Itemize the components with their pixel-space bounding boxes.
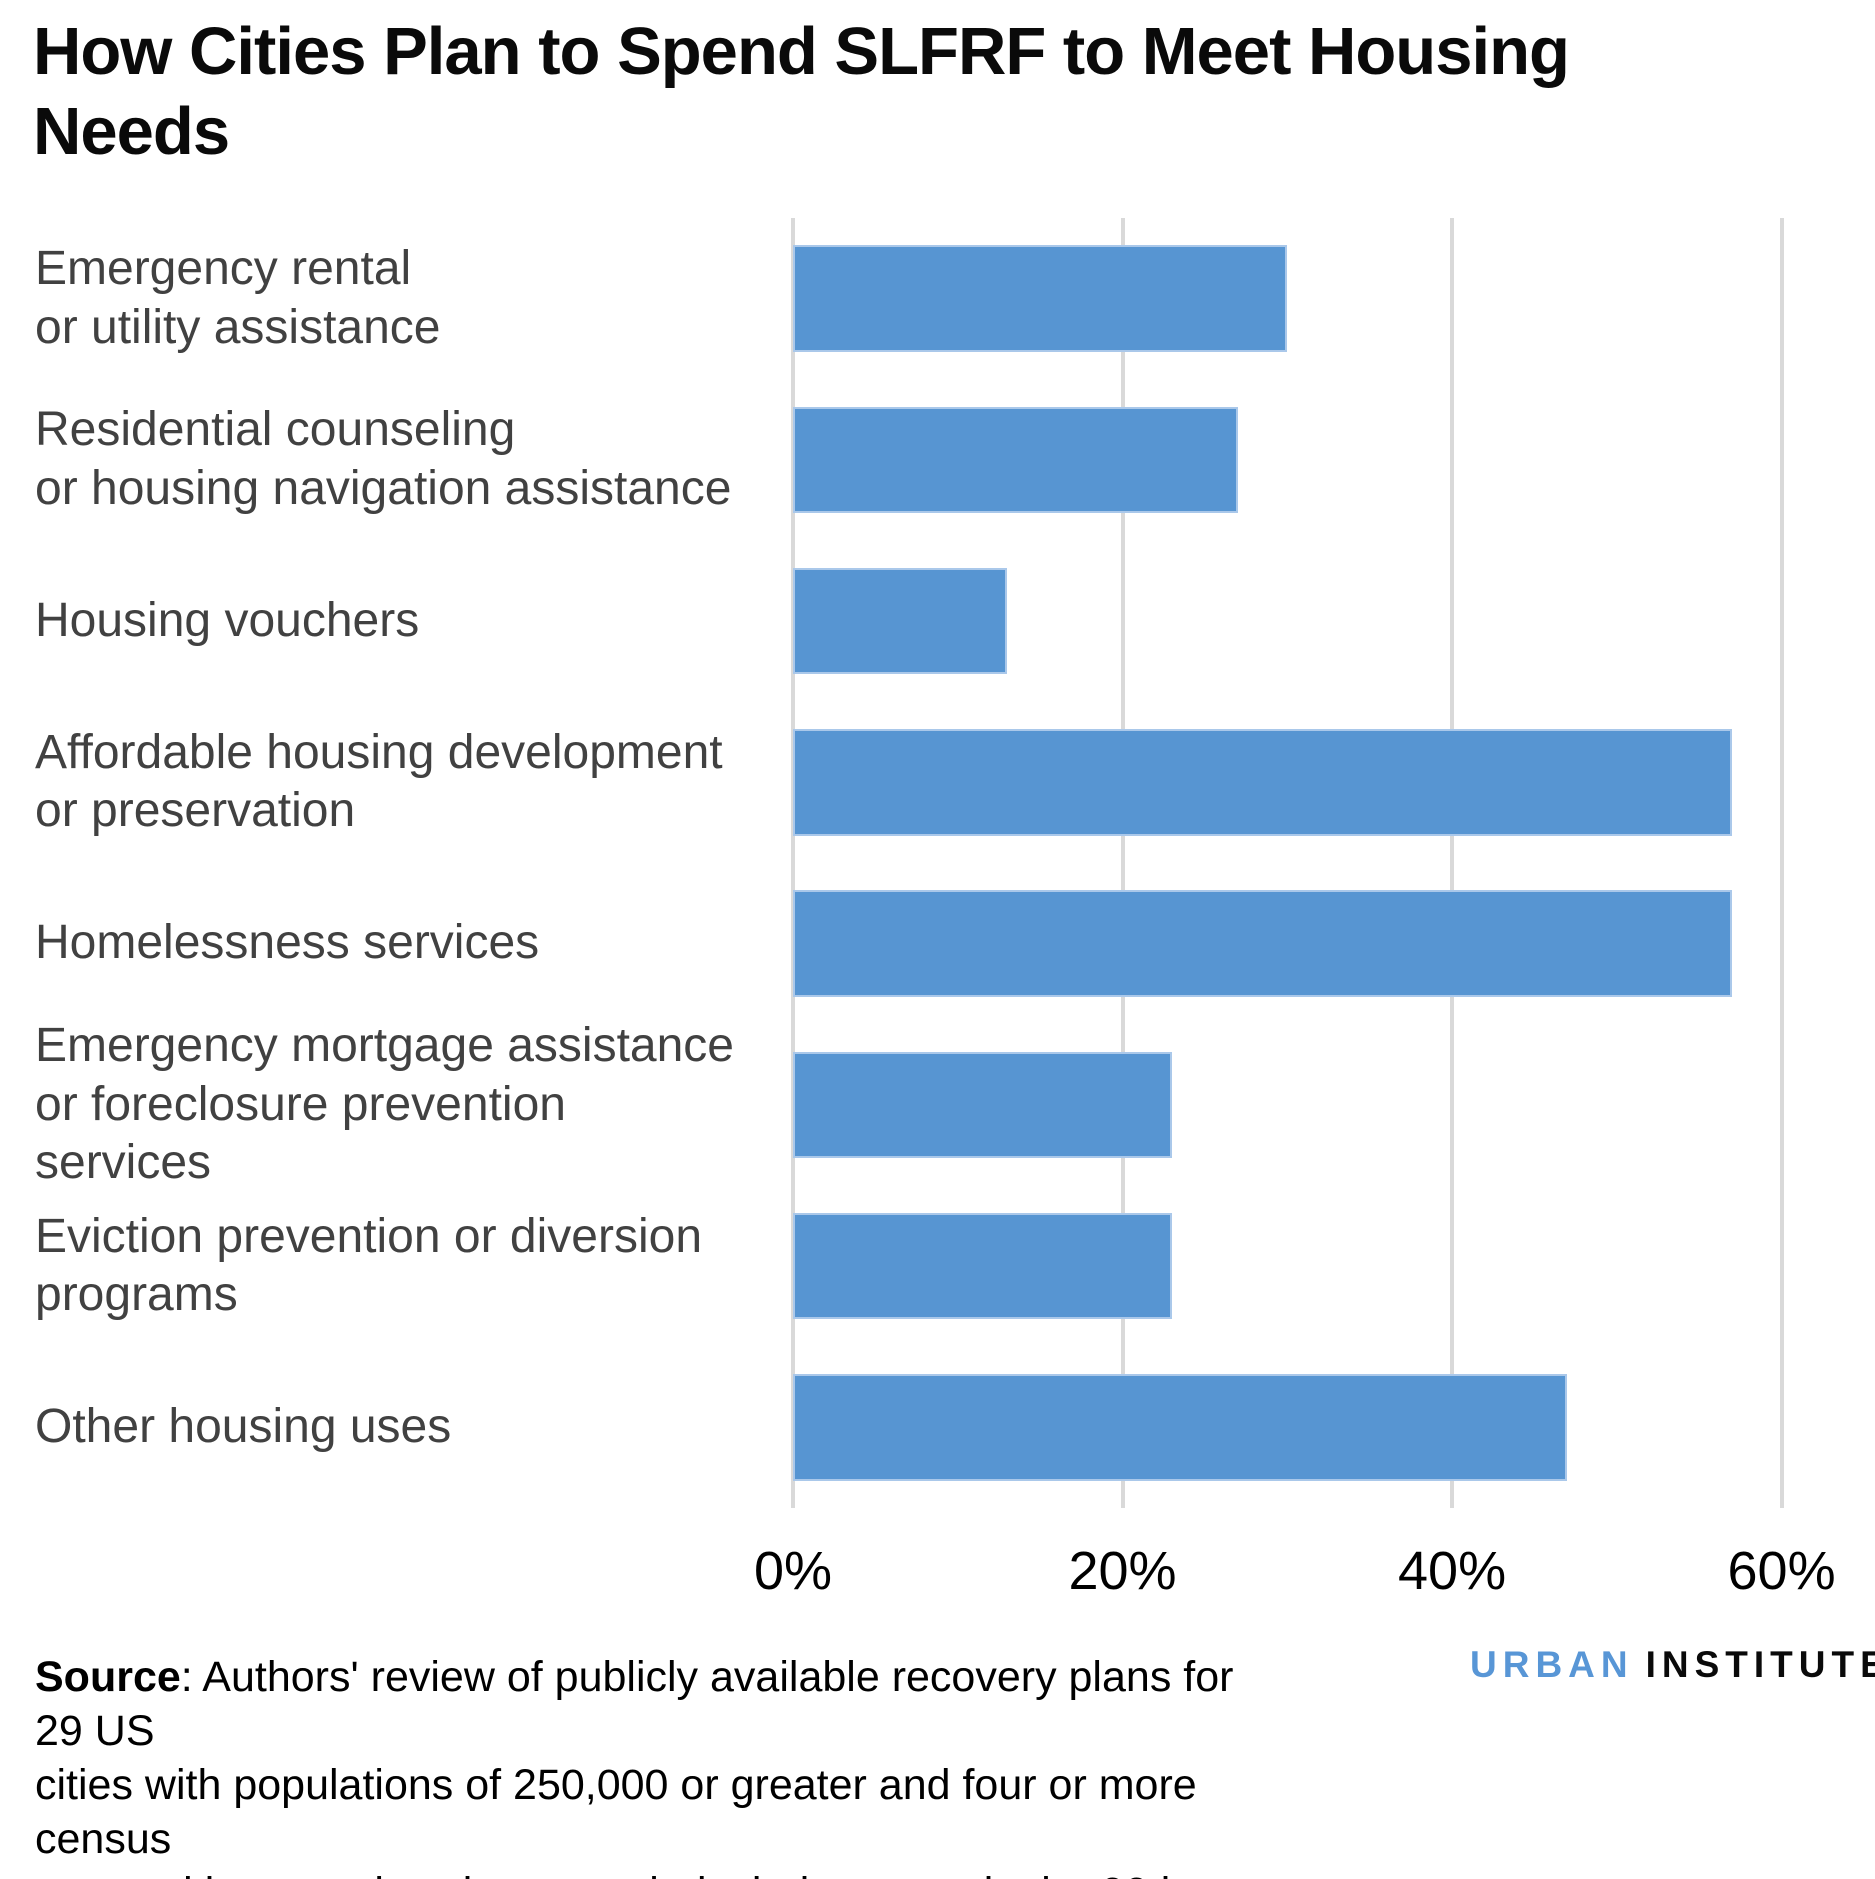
category-label-row-7: Other housing uses <box>35 1347 780 1508</box>
source-text-1: : Authors' review of publicly available … <box>35 1653 1234 1755</box>
bar-0 <box>793 245 1288 352</box>
source-line-2: cities with populations of 250,000 or gr… <box>35 1758 1235 1866</box>
category-label-row-1: Residential counseling or housing naviga… <box>35 379 780 540</box>
x-axis: 0% 20% 40% 60% <box>754 1540 1836 1610</box>
category-label-row-5: Emergency mortgage assistance or foreclo… <box>35 1019 780 1189</box>
x-tick-label-60%: 60% <box>1727 1541 1836 1601</box>
x-tick-label-0%: 0% <box>753 1541 833 1601</box>
gridline-0% <box>791 218 795 1508</box>
x-tick-label-20%: 20% <box>1068 1541 1177 1601</box>
bar-row-1 <box>793 379 1831 540</box>
source-label: Source <box>35 1653 181 1701</box>
category-label-row-6: Eviction prevention or diversion program… <box>35 1186 780 1347</box>
category-label-6: Eviction prevention or diversion program… <box>35 1209 703 1322</box>
bar-row-5 <box>793 1024 1831 1185</box>
bar-5 <box>793 1051 1172 1159</box>
bar-4 <box>793 890 1733 997</box>
gridline-20% <box>1120 218 1125 1508</box>
bar-1 <box>793 406 1238 514</box>
bar-row-4 <box>793 863 1831 1024</box>
bar-2 <box>793 567 1008 675</box>
x-tick-label-40%: 40% <box>1398 1541 1507 1601</box>
bar-3 <box>793 729 1733 836</box>
urban-institute-logo: URBAN INSTITUTE <box>1470 1644 1875 1686</box>
category-label-7: Other housing uses <box>35 1400 452 1454</box>
source-text-2: cities with populations of 250,000 or gr… <box>35 1761 1197 1863</box>
category-label-row-4: Homelessness services <box>35 863 780 1024</box>
category-label-2: Housing vouchers <box>35 593 420 647</box>
category-label-row-3: Affordable housing development or preser… <box>35 702 780 863</box>
category-label-row-2: Housing vouchers <box>35 541 780 702</box>
source-line-3: tracts with a rental assistance priority… <box>35 1866 1235 1879</box>
category-label-4: Homelessness services <box>35 916 540 970</box>
category-label-5: Emergency mortgage assistance or foreclo… <box>35 1019 734 1190</box>
source-text-3: tracts with a rental assistance priority… <box>35 1869 1185 1879</box>
plot-area <box>791 218 1831 1508</box>
gridline-60% <box>1779 218 1784 1508</box>
category-labels: Emergency rental or utility assistance Re… <box>35 218 780 1508</box>
logo-urban-text: URBAN <box>1470 1644 1634 1685</box>
bar-row-0 <box>793 218 1831 379</box>
category-label-0: Emergency rental or utility assistance <box>35 242 441 354</box>
category-label-1: Residential counseling or housing naviga… <box>35 403 732 515</box>
bar-row-2 <box>793 541 1831 702</box>
bar-7 <box>793 1374 1568 1481</box>
footer-notes: Source: Authors' review of publicly avai… <box>35 1650 1235 1879</box>
category-label-3: Affordable housing development or preser… <box>35 725 723 838</box>
source-line-1: Source: Authors' review of publicly avai… <box>35 1650 1235 1758</box>
category-label-row-0: Emergency rental or utility assistance <box>35 218 780 379</box>
chart-title: How Cities Plan to Spend SLFRF to Meet H… <box>33 14 1570 170</box>
bar-row-3 <box>793 702 1831 863</box>
bar-row-6 <box>793 1186 1831 1347</box>
logo-institute-text: INSTITUTE <box>1645 1644 1875 1685</box>
gridline-40% <box>1450 218 1455 1508</box>
bar-row-7 <box>793 1347 1831 1508</box>
bar-6 <box>793 1212 1172 1320</box>
